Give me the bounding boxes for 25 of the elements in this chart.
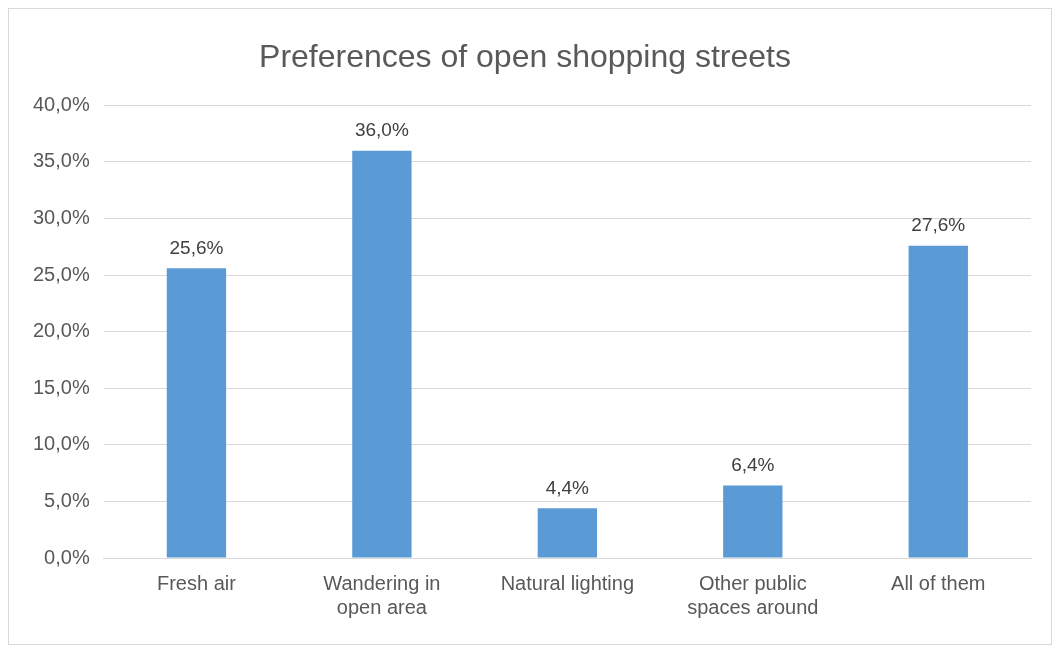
x-tick-label: Natural lighting bbox=[500, 571, 635, 594]
bar bbox=[166, 268, 227, 558]
y-tick-label: 10,0% bbox=[32, 432, 90, 455]
x-tick-label: Wandering in open area bbox=[323, 571, 441, 618]
data-label: 4,4% bbox=[545, 476, 590, 498]
data-label: 6,4% bbox=[731, 454, 775, 476]
y-tick-label: 35,0% bbox=[32, 149, 90, 172]
y-tick-label: 40,0% bbox=[32, 92, 90, 115]
y-tick-label: 30,0% bbox=[32, 206, 90, 229]
bar bbox=[723, 485, 783, 558]
y-tick-label: 5,0% bbox=[44, 488, 90, 511]
x-tick-label: Fresh air bbox=[156, 571, 237, 594]
data-label: 36,0% bbox=[354, 119, 409, 141]
y-tick-label: 15,0% bbox=[32, 375, 90, 398]
data-label: 25,6% bbox=[169, 237, 224, 259]
x-tick-label: Other public spaces around bbox=[687, 571, 819, 618]
x-tick-label: All of them bbox=[891, 571, 986, 594]
data-label: 27,6% bbox=[911, 214, 966, 236]
y-tick-label: 20,0% bbox=[32, 319, 90, 342]
y-tick-label: 25,0% bbox=[32, 262, 90, 285]
bar bbox=[352, 150, 412, 558]
y-tick-label: 0,0% bbox=[44, 545, 90, 568]
chart-title: Preferences of open shopping streets bbox=[259, 38, 791, 75]
bar bbox=[537, 508, 598, 558]
bar bbox=[908, 245, 968, 558]
